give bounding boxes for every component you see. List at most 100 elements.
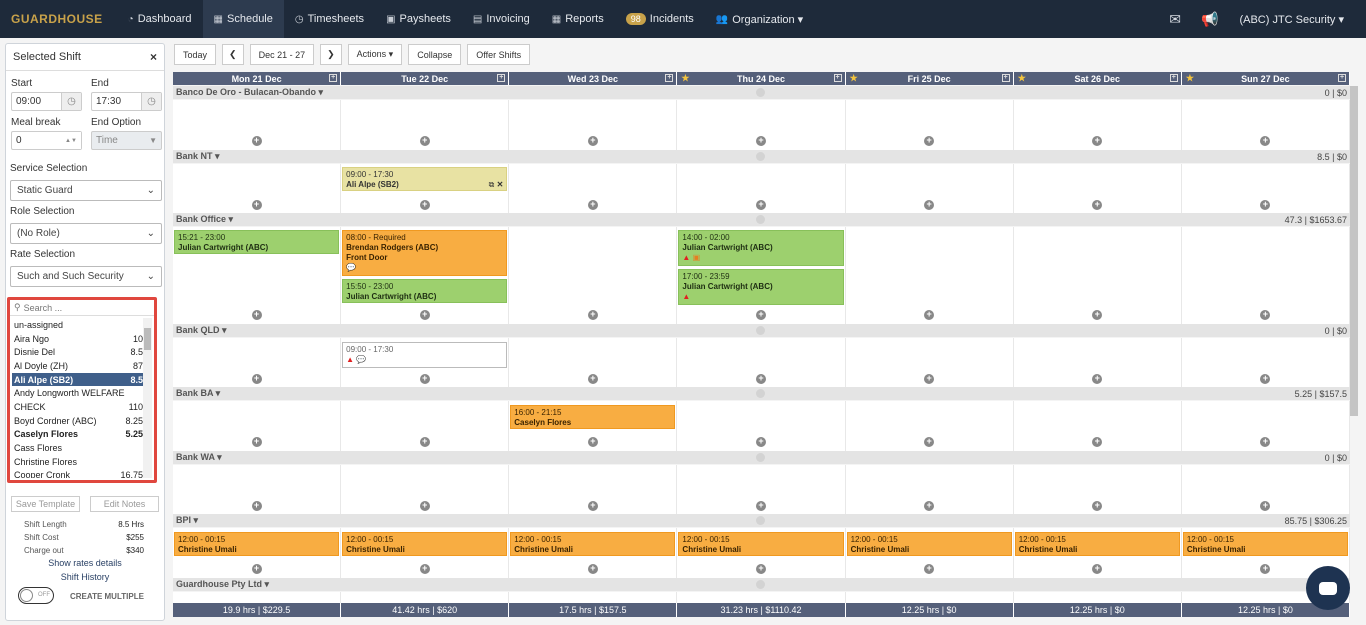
- schedule-cell[interactable]: 09:00 - 17:30 Ali Alpe (SB2) ⧉ ✕ +: [341, 164, 510, 214]
- schedule-cell[interactable]: +: [845, 338, 1014, 388]
- shift-card[interactable]: 12:00 - 00:15 Christine Umali: [846, 532, 1012, 556]
- schedule-cell[interactable]: +: [1013, 465, 1182, 515]
- employee-list-item[interactable]: un-assigned: [12, 318, 145, 332]
- clock-icon[interactable]: ◷: [141, 93, 161, 110]
- add-shift-icon[interactable]: +: [1092, 310, 1103, 320]
- schedule-cell[interactable]: [173, 592, 342, 606]
- schedule-cell[interactable]: +: [677, 465, 846, 515]
- add-day-icon[interactable]: +: [665, 74, 674, 82]
- add-shift-icon[interactable]: +: [924, 200, 935, 210]
- schedule-cell[interactable]: +: [1013, 401, 1182, 451]
- company-dropdown[interactable]: (ABC) JTC Security ▾: [1239, 13, 1344, 26]
- schedule-cell[interactable]: +: [677, 100, 846, 150]
- today-button[interactable]: Today: [174, 44, 217, 65]
- schedule-cell[interactable]: 14:00 - 02:00 Julian Cartwright (ABC) ▲ ▣ 1…: [677, 227, 846, 324]
- add-shift-icon[interactable]: +: [587, 200, 598, 210]
- schedule-cell[interactable]: +: [845, 227, 1014, 324]
- shift-card[interactable]: 16:00 - 21:15 Caselyn Flores: [510, 405, 676, 429]
- schedule-cell[interactable]: +: [1181, 465, 1350, 515]
- schedule-cell[interactable]: +: [845, 164, 1014, 214]
- close-icon[interactable]: ×: [149, 50, 157, 64]
- schedule-cell[interactable]: +: [677, 401, 846, 451]
- add-shift-icon[interactable]: +: [587, 310, 598, 320]
- employee-list-item[interactable]: Andy Longworth WELFARE: [12, 386, 145, 400]
- add-shift-icon[interactable]: +: [1260, 501, 1271, 511]
- offer-shifts-button[interactable]: Offer Shifts: [467, 44, 531, 65]
- add-shift-icon[interactable]: +: [924, 310, 935, 320]
- nav-invoicing[interactable]: ▤ Invoicing: [462, 0, 541, 38]
- employee-list-item[interactable]: CHECK 110: [12, 400, 145, 414]
- schedule-cell[interactable]: +: [509, 465, 678, 515]
- add-shift-icon[interactable]: +: [755, 501, 766, 511]
- add-shift-icon[interactable]: +: [1092, 136, 1103, 146]
- add-day-icon[interactable]: +: [497, 74, 506, 82]
- service-select[interactable]: Static Guard ⌄: [10, 180, 162, 201]
- schedule-cell[interactable]: +: [341, 465, 510, 515]
- shift-card[interactable]: 15:21 - 23:00 Julian Cartwright (ABC): [174, 230, 340, 254]
- collapse-dot-icon[interactable]: [756, 453, 765, 462]
- add-shift-icon[interactable]: +: [1260, 437, 1271, 447]
- employee-list-item[interactable]: Caselyn Flores 5.25: [12, 428, 145, 442]
- add-shift-icon[interactable]: +: [251, 564, 262, 574]
- schedule-cell[interactable]: +: [845, 465, 1014, 515]
- shift-card[interactable]: 12:00 - 00:15 Christine Umali: [1014, 532, 1180, 556]
- add-shift-icon[interactable]: +: [419, 200, 430, 210]
- nav-organization[interactable]: 👥 Organization ▾: [705, 0, 814, 38]
- schedule-cell[interactable]: +: [1181, 164, 1350, 214]
- site-group-header[interactable]: Bank WA ▾ 0 | $0: [173, 451, 1350, 464]
- collapse-dot-icon[interactable]: [756, 389, 765, 398]
- schedule-cell[interactable]: +: [1013, 338, 1182, 388]
- employee-list-item[interactable]: Christine Flores: [12, 455, 145, 469]
- add-shift-icon[interactable]: +: [419, 437, 430, 447]
- schedule-cell[interactable]: +: [1181, 338, 1350, 388]
- stepper-arrows-icon[interactable]: ▲▼: [61, 132, 81, 149]
- shift-card[interactable]: 15:50 - 23:00 Julian Cartwright (ABC): [342, 279, 508, 303]
- grid-scrollbar[interactable]: [1350, 86, 1358, 416]
- chat-button[interactable]: [1306, 566, 1350, 610]
- add-day-icon[interactable]: +: [1169, 74, 1178, 82]
- schedule-cell[interactable]: +: [509, 100, 678, 150]
- add-shift-icon[interactable]: +: [755, 564, 766, 574]
- schedule-cell[interactable]: +: [1181, 227, 1350, 324]
- employee-search-input[interactable]: ⚲ Search ...: [10, 300, 154, 316]
- logo[interactable]: GUARDHOUSE: [11, 12, 103, 26]
- megaphone-icon[interactable]: 📢: [1201, 10, 1219, 27]
- schedule-cell[interactable]: +: [509, 164, 678, 214]
- end-option-select[interactable]: Time ▼: [91, 131, 162, 150]
- copy-icon[interactable]: ⧉: [488, 180, 495, 189]
- add-shift-icon[interactable]: +: [419, 136, 430, 146]
- add-shift-icon[interactable]: +: [587, 136, 598, 146]
- collapse-dot-icon[interactable]: [756, 88, 765, 97]
- schedule-cell[interactable]: +: [845, 100, 1014, 150]
- start-time-input[interactable]: 09:00 ◷: [11, 92, 82, 111]
- schedule-cell[interactable]: +: [341, 401, 510, 451]
- employee-list-item[interactable]: Boyd Cordner (ABC) 8.25: [12, 414, 145, 428]
- role-select[interactable]: (No Role) ⌄: [10, 223, 162, 244]
- schedule-cell[interactable]: 12:00 - 00:15 Christine Umali +: [1013, 528, 1182, 578]
- shift-card[interactable]: 12:00 - 00:15 Christine Umali: [510, 532, 676, 556]
- shift-card[interactable]: 09:00 - 17:30 Ali Alpe (SB2) ⧉ ✕: [342, 167, 508, 191]
- schedule-cell[interactable]: 12:00 - 00:15 Christine Umali +: [845, 528, 1014, 578]
- site-group-header[interactable]: Banco De Oro - Bulacan-Obando ▾ 0 | $0: [173, 86, 1350, 99]
- nav-paysheets[interactable]: ▣ Paysheets: [375, 0, 462, 38]
- schedule-cell[interactable]: +: [1181, 100, 1350, 150]
- site-group-header[interactable]: Bank Office ▾ 47.3 | $1653.67: [173, 213, 1350, 226]
- schedule-cell[interactable]: +: [173, 465, 342, 515]
- add-shift-icon[interactable]: +: [251, 200, 262, 210]
- schedule-cell[interactable]: +: [173, 401, 342, 451]
- add-shift-icon[interactable]: +: [251, 136, 262, 146]
- schedule-cell[interactable]: 08:00 - Required Brendan Rodgers (ABC) Fro…: [341, 227, 510, 324]
- employee-list-item[interactable]: Aira Ngo 10: [12, 332, 145, 346]
- comment-icon[interactable]: 💬: [346, 263, 357, 272]
- site-group-header[interactable]: Bank QLD ▾ 0 | $0: [173, 324, 1350, 337]
- add-shift-icon[interactable]: +: [419, 564, 430, 574]
- add-shift-icon[interactable]: +: [1260, 310, 1271, 320]
- add-shift-icon[interactable]: +: [1092, 200, 1103, 210]
- schedule-cell[interactable]: 12:00 - 00:15 Christine Umali +: [1181, 528, 1350, 578]
- add-shift-icon[interactable]: +: [251, 374, 262, 384]
- add-shift-icon[interactable]: +: [924, 437, 935, 447]
- site-group-header[interactable]: Bank NT ▾ 8.5 | $0: [173, 150, 1350, 163]
- schedule-cell[interactable]: +: [1013, 227, 1182, 324]
- schedule-cell[interactable]: +: [173, 164, 342, 214]
- shift-card[interactable]: 12:00 - 00:15 Christine Umali: [342, 532, 508, 556]
